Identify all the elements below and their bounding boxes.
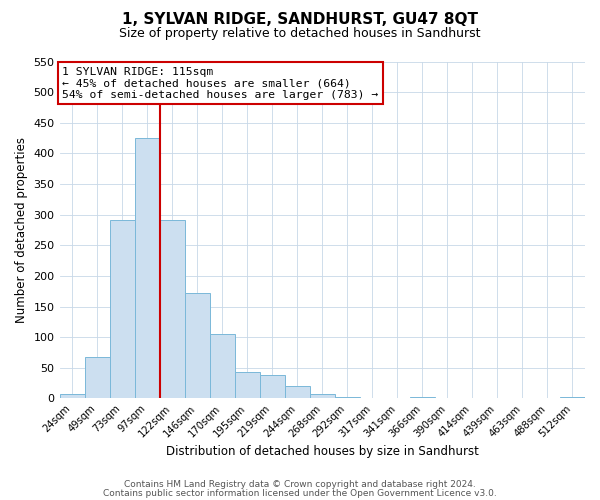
- Text: Contains public sector information licensed under the Open Government Licence v3: Contains public sector information licen…: [103, 489, 497, 498]
- Bar: [285, 386, 310, 398]
- Text: 1, SYLVAN RIDGE, SANDHURST, GU47 8QT: 1, SYLVAN RIDGE, SANDHURST, GU47 8QT: [122, 12, 478, 28]
- Bar: [260, 375, 285, 398]
- Bar: [185, 293, 209, 399]
- Bar: [160, 220, 185, 398]
- Bar: [110, 220, 134, 398]
- Bar: [335, 396, 360, 398]
- Bar: [134, 138, 160, 398]
- Y-axis label: Number of detached properties: Number of detached properties: [15, 137, 28, 323]
- Bar: [310, 394, 335, 398]
- Bar: [235, 372, 260, 398]
- Bar: [85, 357, 110, 399]
- Bar: [59, 394, 85, 398]
- Text: Size of property relative to detached houses in Sandhurst: Size of property relative to detached ho…: [119, 28, 481, 40]
- Bar: [410, 397, 435, 398]
- Bar: [209, 334, 235, 398]
- Text: Contains HM Land Registry data © Crown copyright and database right 2024.: Contains HM Land Registry data © Crown c…: [124, 480, 476, 489]
- Bar: [560, 397, 585, 398]
- Text: 1 SYLVAN RIDGE: 115sqm
← 45% of detached houses are smaller (664)
54% of semi-de: 1 SYLVAN RIDGE: 115sqm ← 45% of detached…: [62, 66, 379, 100]
- X-axis label: Distribution of detached houses by size in Sandhurst: Distribution of detached houses by size …: [166, 444, 479, 458]
